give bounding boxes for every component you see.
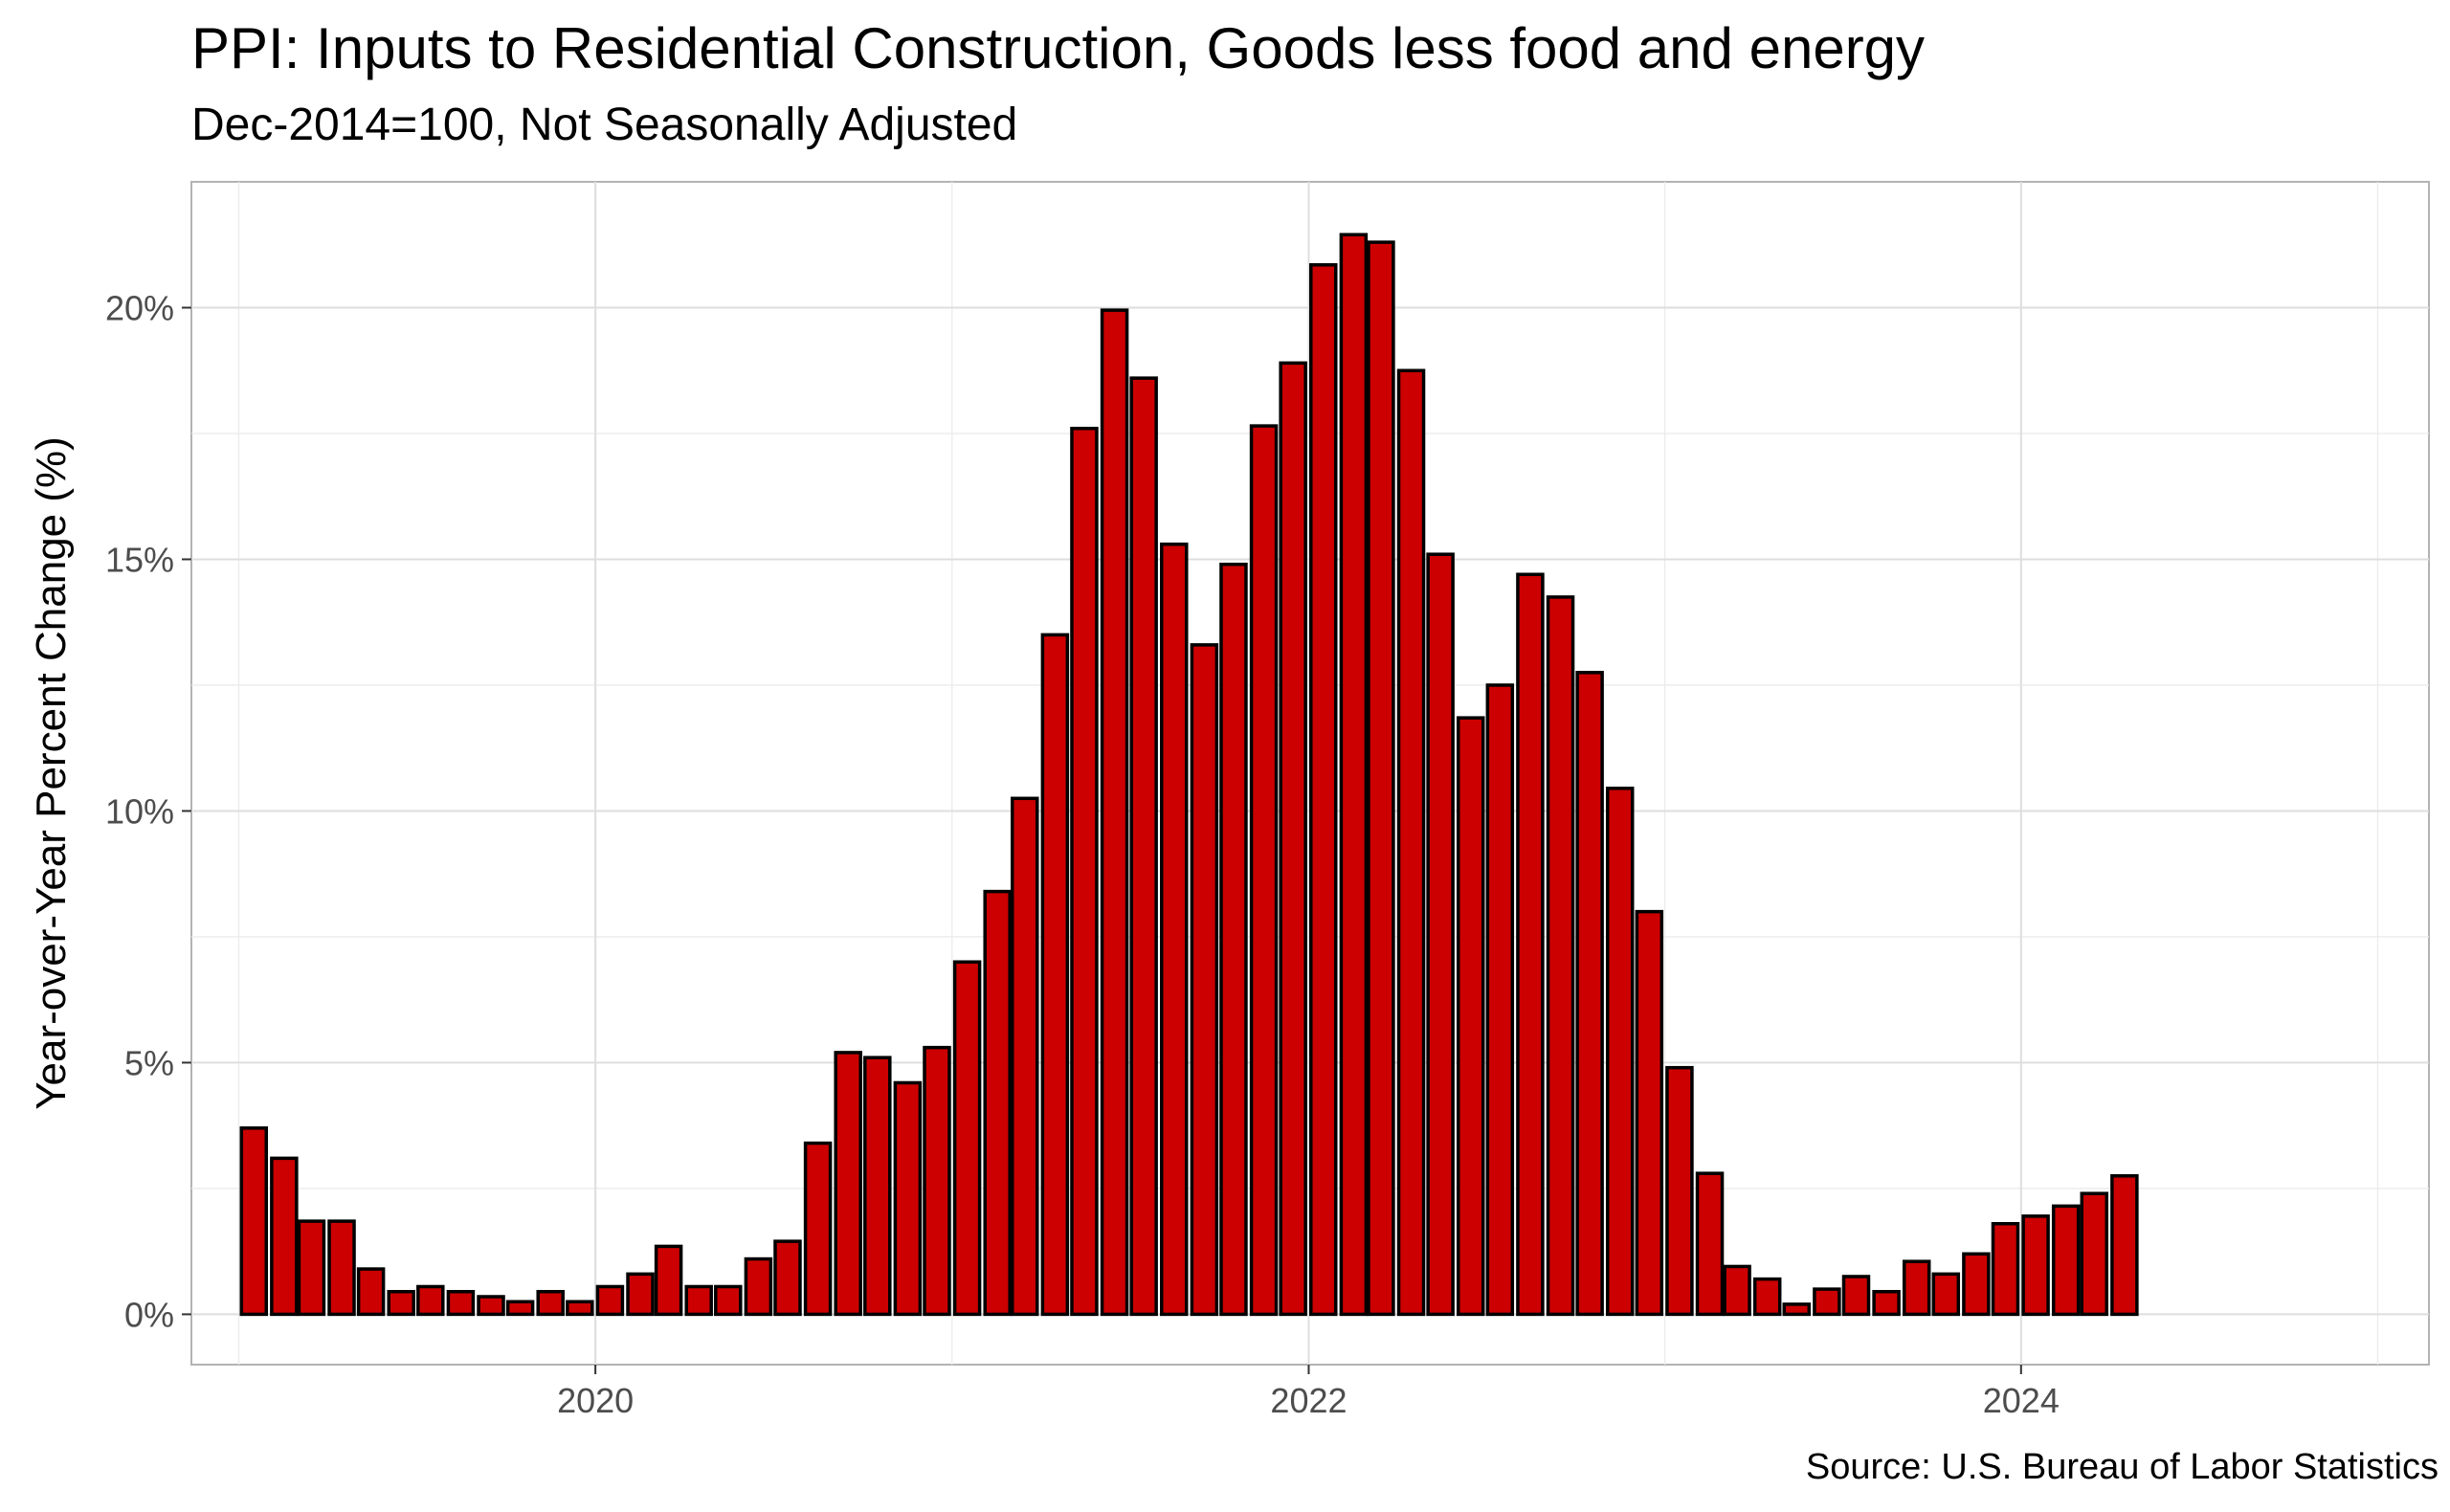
bar [1991,1221,2020,1317]
chart-subtitle: Dec-2014=100, Not Seasonally Adjusted [191,100,1018,150]
bar [1070,426,1099,1317]
x-axis: 2020 2022 2024 [557,1365,2060,1420]
bar [1367,240,1395,1317]
bar [983,889,1012,1317]
bar [1516,572,1545,1317]
y-tick-label: 10% [105,791,174,831]
y-tick-label: 15% [105,540,174,579]
bar [1752,1277,1782,1317]
bar [239,1126,269,1317]
x-tick-label: 2020 [557,1381,634,1420]
y-tick-label: 5% [124,1043,174,1082]
bar [803,1141,833,1317]
bar [1279,361,1307,1317]
bar [1665,1065,1694,1317]
bar [1396,368,1426,1317]
bar [1782,1302,1812,1317]
bar [1902,1259,1931,1317]
bar [1339,233,1369,1317]
y-tick-label: 0% [124,1295,174,1334]
y-axis-title: Year-over-Year Percent Change (%) [28,436,75,1110]
bar [1160,542,1189,1317]
bar [297,1219,326,1317]
x-tick-label: 2024 [1983,1381,2060,1420]
bar [1695,1171,1725,1317]
bar [595,1284,625,1317]
bar [626,1272,655,1317]
bar [1426,552,1455,1317]
bar [952,960,982,1317]
bar [356,1267,386,1317]
bar [863,1056,892,1317]
bar [923,1045,951,1317]
bar [416,1284,445,1317]
bar [1605,787,1635,1317]
bar [773,1239,802,1317]
bar [270,1156,299,1317]
bar [1575,671,1604,1317]
bar [505,1300,535,1317]
bar [1635,909,1664,1317]
bar [2110,1174,2139,1317]
bar [2051,1204,2081,1317]
bar [1546,595,1575,1317]
bar [1485,683,1515,1317]
y-axis: 0% 5% 10% 15% 20% [105,288,191,1334]
bar [1962,1252,1991,1317]
bar [1219,562,1248,1317]
bar [893,1080,923,1317]
bar [1931,1272,1961,1317]
bar [744,1256,773,1317]
bar [1040,633,1070,1317]
bar [536,1289,565,1317]
bar [446,1289,476,1317]
bar [834,1051,862,1317]
chart-title: PPI: Inputs to Residential Construction,… [191,16,1926,80]
bar [1723,1264,1751,1317]
bar [1100,308,1129,1317]
bar [1456,716,1485,1317]
bar [387,1289,415,1317]
bars [239,233,2139,1317]
bar [566,1300,594,1317]
bar [1249,424,1279,1317]
bar [714,1284,743,1317]
bar [1872,1289,1901,1317]
bar [1841,1275,1871,1317]
bar [477,1295,505,1317]
bar [2080,1191,2109,1317]
source-caption: Source: U.S. Bureau of Labor Statistics [1805,1447,2439,1487]
bar [654,1244,683,1317]
bar [327,1219,356,1317]
y-tick-label: 20% [105,288,174,327]
bar [684,1284,713,1317]
bar [2021,1214,2050,1317]
bar [1129,376,1158,1317]
bar [1190,643,1219,1317]
bar [1813,1287,1841,1317]
bar [1309,263,1338,1317]
bar [1011,796,1039,1317]
x-tick-label: 2022 [1270,1381,1347,1420]
